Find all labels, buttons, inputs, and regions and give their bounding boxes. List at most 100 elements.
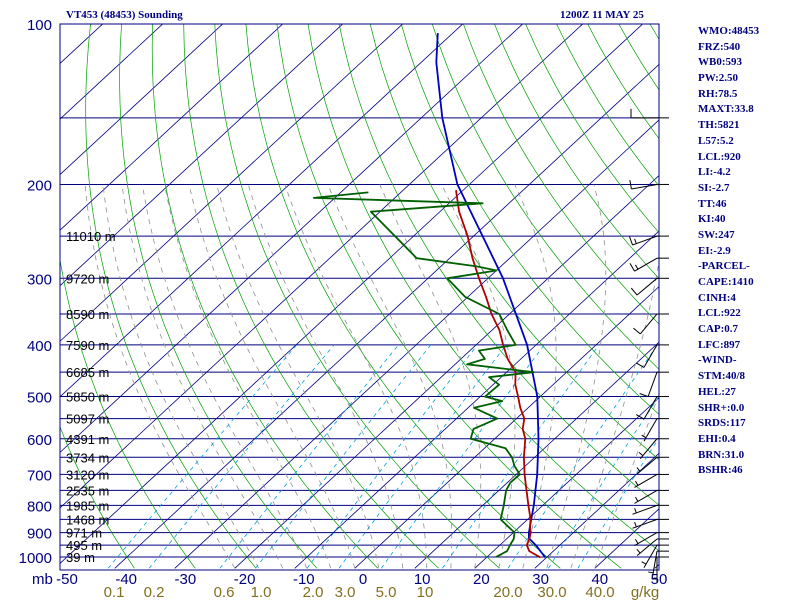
height-label: 5850 m bbox=[66, 390, 109, 405]
height-label: 7590 m bbox=[66, 338, 109, 353]
dewpoint-trace bbox=[312, 191, 535, 558]
wind-barb bbox=[634, 532, 669, 547]
temperature-tick-label: 20 bbox=[473, 571, 490, 588]
moist-adiabat-line bbox=[327, 184, 453, 569]
mixing-ratio-line bbox=[507, 344, 658, 569]
wind-barb-staff bbox=[636, 538, 658, 557]
wind-barb-feather bbox=[630, 287, 638, 296]
stat-item: FRZ:540 bbox=[698, 40, 741, 53]
isotherm-line bbox=[114, 63, 659, 569]
temperature-tick-label: -40 bbox=[115, 571, 137, 588]
wind-barb-staff bbox=[639, 313, 658, 335]
dry-adiabat-line bbox=[276, 24, 622, 569]
dry-adiabat-line bbox=[214, 24, 500, 569]
stat-item: EI:-2.9 bbox=[698, 244, 731, 257]
height-label: 8590 m bbox=[66, 307, 109, 322]
wind-barb-staff bbox=[632, 235, 658, 246]
wind-barb-feather bbox=[635, 264, 639, 270]
wind-barb bbox=[632, 518, 669, 529]
height-label: 11010 m bbox=[66, 229, 116, 244]
wind-barb-feather bbox=[629, 180, 632, 190]
temperature-tick-label: -20 bbox=[234, 571, 256, 588]
isotherm-line bbox=[234, 174, 659, 569]
height-label: 3120 m bbox=[66, 467, 109, 482]
mixing-ratio-label: 0.2 bbox=[144, 584, 165, 600]
stat-item: SRDS:117 bbox=[698, 417, 746, 430]
moist-adiabat-line bbox=[188, 184, 356, 569]
height-label: 1985 m bbox=[66, 498, 109, 513]
moist-adiabat-line bbox=[164, 184, 332, 569]
wind-barb bbox=[634, 473, 669, 488]
wind-barb-staff bbox=[647, 371, 658, 397]
wind-barb bbox=[630, 108, 669, 119]
isotherm-line bbox=[354, 286, 659, 569]
wind-barb-feather bbox=[629, 263, 635, 272]
stat-item: BRN:31.0 bbox=[698, 448, 745, 461]
stat-item: -PARCEL- bbox=[698, 260, 750, 273]
mixing-ratio-label: 40.0 bbox=[585, 584, 614, 600]
dry-adiabat-line bbox=[369, 24, 659, 461]
stat-item: SHR+:0.0 bbox=[698, 401, 745, 414]
height-label: 1468 m bbox=[66, 512, 109, 527]
dry-adiabat-line bbox=[85, 24, 257, 569]
mixing-ratio-label: 10 bbox=[417, 584, 434, 600]
isotherm-line bbox=[534, 452, 659, 569]
mixing-ratio-line bbox=[338, 344, 507, 569]
stat-item: WB0:593 bbox=[698, 56, 742, 69]
wind-barb-feather bbox=[635, 362, 645, 368]
temperature-tick-label: 10 bbox=[414, 571, 431, 588]
temperature-tick-label: 0 bbox=[359, 571, 367, 588]
wind-barb bbox=[629, 180, 669, 190]
plot-frame bbox=[59, 23, 660, 571]
moist-adiabat-line bbox=[441, 184, 516, 569]
wind-barb-staff bbox=[631, 183, 658, 190]
stat-item: -WIND- bbox=[698, 354, 737, 367]
dry-adiabat-line bbox=[183, 24, 439, 569]
stability-index-list: WMO:48453 FRZ:540 WB0:593 PW:2.50 RH:78.5 MAX… bbox=[698, 24, 798, 479]
wind-barb bbox=[636, 456, 669, 475]
mixing-ratio-label: 0.1 bbox=[104, 584, 125, 600]
pressure-tick-label: 900 bbox=[27, 526, 52, 543]
mixing-ratio-label: 2.0 bbox=[303, 584, 324, 600]
temperature-tick-label: -50 bbox=[56, 571, 78, 588]
wind-barb bbox=[633, 313, 669, 335]
moist-adiabat-line bbox=[142, 184, 308, 569]
isotherm-line bbox=[294, 230, 659, 569]
stat-item: PW:2.50 bbox=[698, 72, 739, 85]
wind-barb-staff bbox=[632, 504, 658, 515]
wind-barb-column bbox=[629, 108, 669, 583]
wind-barb-feather bbox=[648, 571, 654, 574]
wind-barb bbox=[636, 538, 669, 557]
pressure-tick-label: 100 bbox=[27, 17, 52, 34]
wind-barb bbox=[641, 418, 669, 442]
dry-adiabat-line bbox=[119, 24, 318, 569]
mixing-ratio-line bbox=[255, 344, 432, 569]
mixing-ratio-label: 30.0 bbox=[537, 584, 566, 600]
height-label: 4391 m bbox=[66, 432, 109, 447]
isotherm-line bbox=[60, 24, 224, 176]
wind-barb-feather bbox=[639, 393, 649, 398]
stat-item: LCL:920 bbox=[698, 150, 741, 163]
stat-item: STM:40/8 bbox=[698, 370, 746, 383]
moist-adiabat-line bbox=[570, 259, 659, 569]
isotherm-line bbox=[474, 397, 659, 569]
height-label: 5097 m bbox=[66, 412, 109, 427]
isotherm-line bbox=[174, 119, 659, 569]
isotherm-line bbox=[60, 24, 464, 398]
pressure-tick-label: 600 bbox=[27, 432, 52, 449]
moist-adiabat-line bbox=[379, 184, 482, 569]
wind-barb-feather bbox=[635, 539, 639, 544]
height-label: 9720 m bbox=[66, 271, 109, 286]
wind-barb bbox=[652, 556, 669, 583]
pressure-tick-label: 400 bbox=[27, 338, 52, 355]
pressure-tick-label: 700 bbox=[27, 467, 52, 484]
stat-item: MAXT:33.8 bbox=[698, 103, 754, 116]
wind-barb bbox=[635, 396, 669, 420]
wind-barb bbox=[634, 489, 669, 504]
height-label: 2535 m bbox=[66, 483, 109, 498]
station-title: VT453 (48453) Sounding bbox=[66, 9, 183, 21]
wind-barb-staff bbox=[639, 438, 658, 459]
moist-adiabat-line bbox=[247, 184, 404, 569]
